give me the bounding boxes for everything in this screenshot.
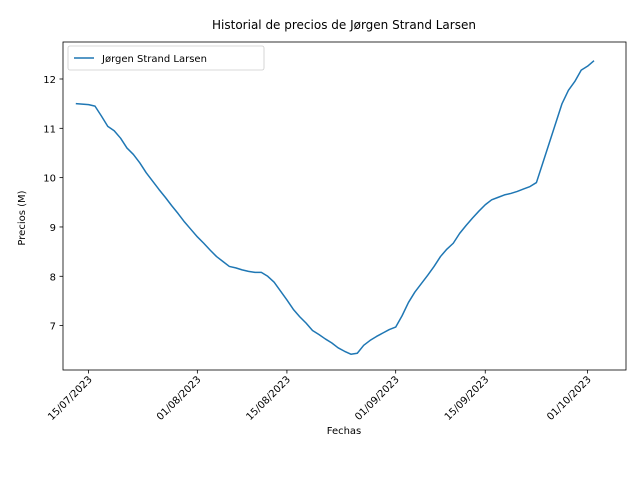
legend: Jørgen Strand Larsen — [67, 45, 265, 71]
y-tick-label: 11 — [43, 124, 56, 135]
plot-frame — [62, 41, 627, 371]
y-tick-label: 10 — [43, 174, 56, 185]
y-tick-label: 7 — [50, 322, 56, 333]
x-axis-label: Fechas — [327, 426, 362, 437]
y-tick-label: 12 — [43, 75, 56, 86]
series-line — [75, 60, 595, 355]
y-axis-label: Precios (M) — [17, 190, 28, 245]
y-tick-label: 9 — [50, 223, 56, 234]
chart-title: Historial de precios de Jørgen Strand La… — [212, 18, 476, 32]
legend-label: Jørgen Strand Larsen — [101, 54, 207, 65]
y-tick-label: 8 — [50, 272, 56, 283]
legend-box — [67, 45, 265, 71]
